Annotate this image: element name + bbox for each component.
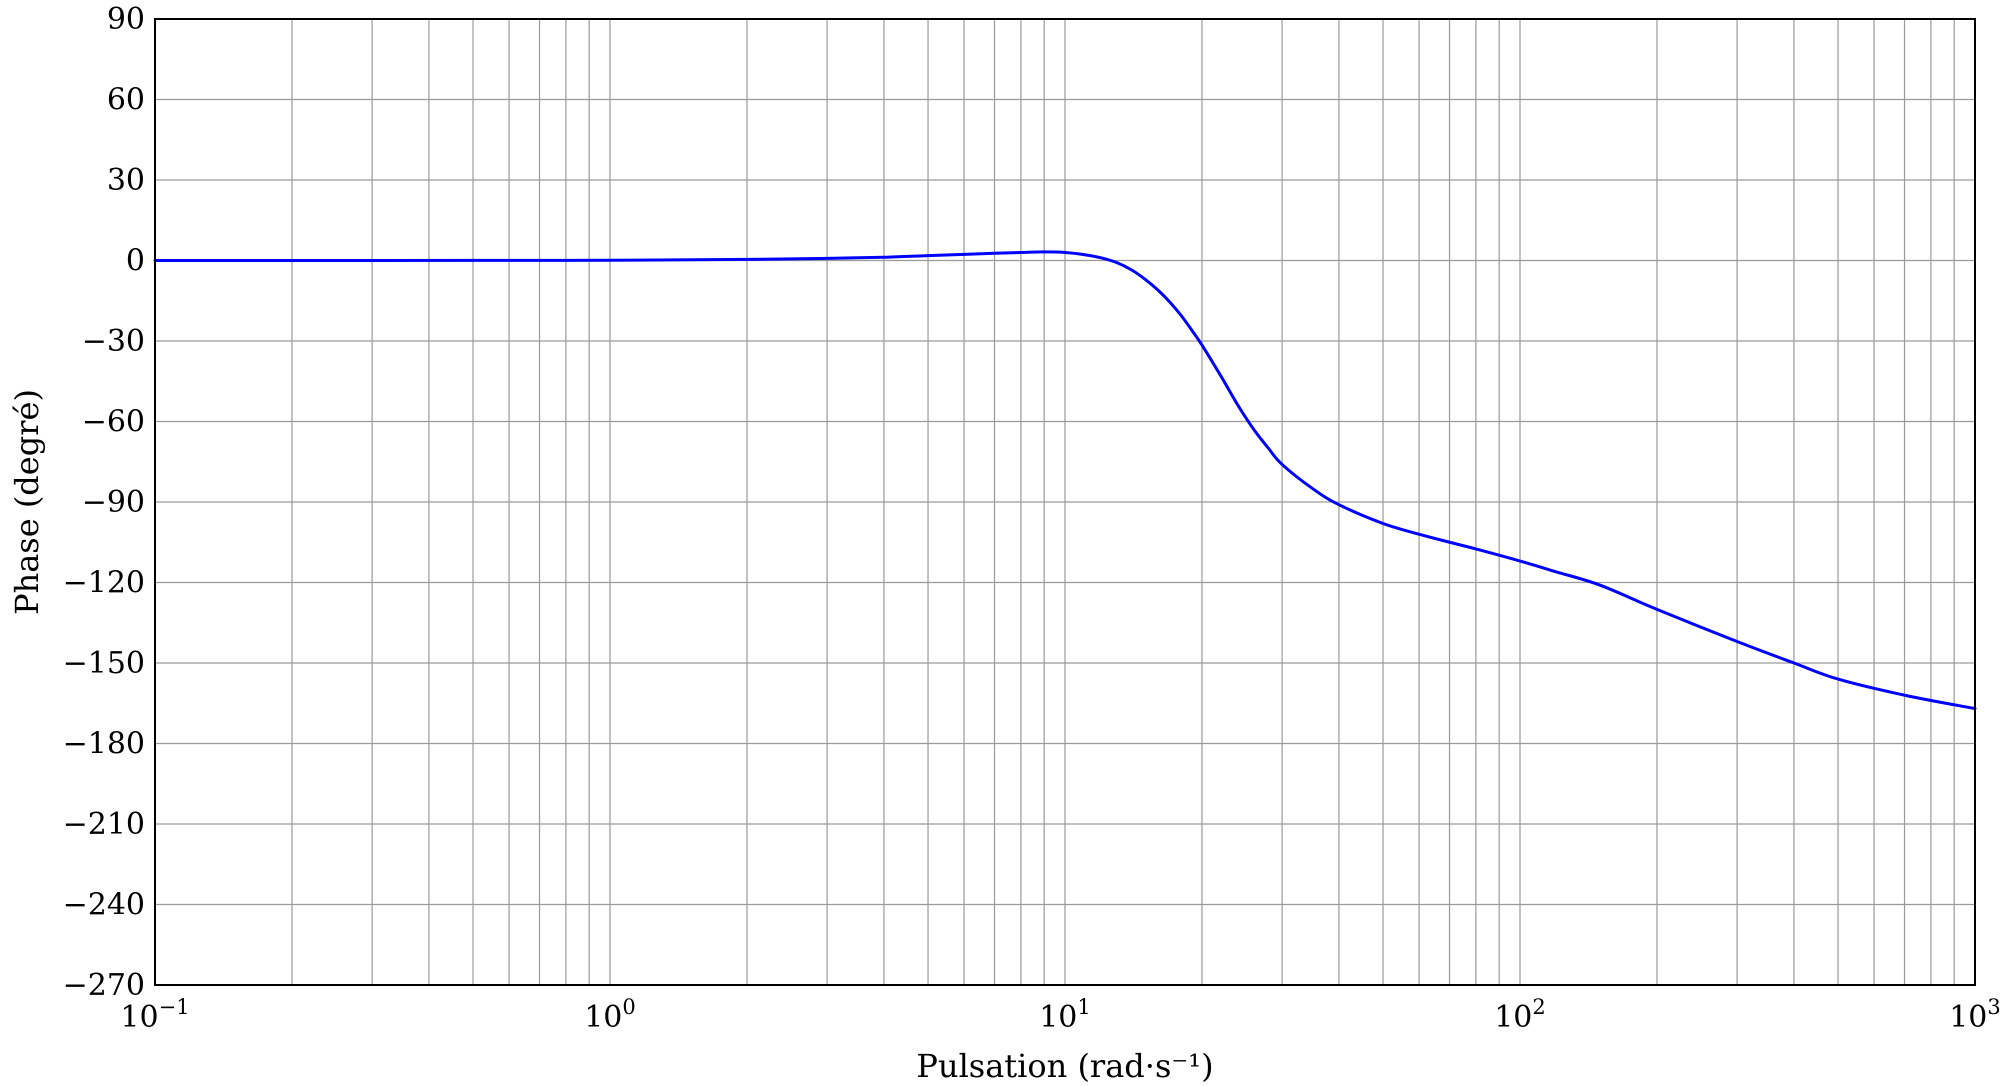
- y-tick-label: −120: [63, 566, 145, 601]
- y-tick-label: 90: [107, 2, 145, 37]
- y-tick-label: −240: [63, 888, 145, 923]
- y-tick-label: −30: [82, 324, 145, 359]
- x-tick-label: 101: [1039, 995, 1091, 1035]
- y-tick-label: −270: [63, 968, 145, 1003]
- y-tick-label: −90: [82, 485, 145, 520]
- x-tick-label: 100: [584, 995, 636, 1035]
- x-axis-title: Pulsation (rad·s⁻¹): [916, 1047, 1213, 1085]
- y-tick-label: −180: [63, 727, 145, 762]
- y-tick-label: −150: [63, 646, 145, 681]
- phase-curve: [153, 250, 1977, 711]
- y-tick-label: 0: [126, 244, 145, 279]
- curve-layer: [153, 250, 1977, 711]
- y-tick-label: 60: [107, 83, 145, 118]
- y-tick-label: −60: [82, 405, 145, 440]
- plot-frame: [154, 18, 1976, 986]
- y-axis-title: Phase (degré): [8, 389, 46, 615]
- x-tick-label: 102: [1494, 995, 1546, 1035]
- x-tick-label: 103: [1949, 995, 2001, 1035]
- x-tick-label: 10−1: [120, 995, 189, 1035]
- tick-labels: 90 60 30 0 −30 −60 −90 −120 −150 −180 −210 −240 −270…: [63, 2, 2001, 1035]
- grid: [154, 18, 1975, 986]
- y-tick-label: −210: [63, 807, 145, 842]
- y-tick-label: 30: [107, 163, 145, 198]
